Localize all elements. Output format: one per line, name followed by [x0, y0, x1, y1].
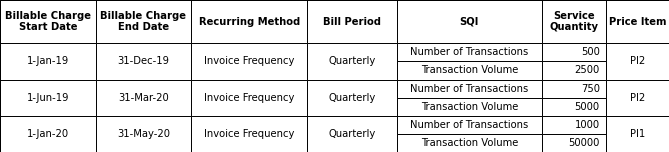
Text: Bill Period: Bill Period [323, 17, 381, 27]
Text: 1-Jun-19: 1-Jun-19 [27, 93, 69, 103]
Text: Invoice Frequency: Invoice Frequency [204, 129, 294, 139]
Bar [0, 116, 96, 152]
Text: SQI: SQI [460, 17, 479, 27]
Bar [96, 116, 191, 152]
Bar [96, 0, 191, 43]
Text: Service
Quantity: Service Quantity [550, 11, 599, 33]
Text: Billable Charge
Start Date: Billable Charge Start Date [5, 11, 91, 33]
Text: 31-May-20: 31-May-20 [117, 129, 170, 139]
Bar [397, 116, 542, 134]
Text: PI1: PI1 [630, 129, 646, 139]
Bar [542, 116, 607, 134]
Bar [0, 0, 96, 43]
Bar [542, 98, 607, 116]
Text: Invoice Frequency: Invoice Frequency [204, 56, 294, 66]
Bar [191, 0, 307, 43]
Bar [307, 116, 397, 152]
Bar [0, 43, 96, 79]
Bar [96, 79, 191, 116]
Text: 1-Jan-20: 1-Jan-20 [27, 129, 69, 139]
Text: PI2: PI2 [630, 56, 646, 66]
Text: Number of Transactions: Number of Transactions [410, 47, 529, 57]
Text: Price Item: Price Item [609, 17, 666, 27]
Bar [397, 61, 542, 79]
Text: 31-Dec-19: 31-Dec-19 [117, 56, 169, 66]
Text: Quarterly: Quarterly [328, 93, 375, 103]
Bar [397, 0, 542, 43]
Bar [96, 43, 191, 79]
Text: 500: 500 [581, 47, 600, 57]
Bar [542, 0, 607, 43]
Bar [542, 134, 607, 152]
Bar [607, 116, 669, 152]
Text: Invoice Frequency: Invoice Frequency [204, 93, 294, 103]
Text: 5000: 5000 [575, 102, 600, 112]
Text: PI2: PI2 [630, 93, 646, 103]
Bar [607, 79, 669, 116]
Text: Transaction Volume: Transaction Volume [421, 102, 518, 112]
Bar [307, 0, 397, 43]
Bar [191, 116, 307, 152]
Text: 1000: 1000 [575, 120, 600, 130]
Text: 750: 750 [581, 84, 600, 94]
Text: Quarterly: Quarterly [328, 56, 375, 66]
Bar [307, 79, 397, 116]
Text: Number of Transactions: Number of Transactions [410, 84, 529, 94]
Text: 50000: 50000 [569, 138, 600, 148]
Bar [542, 79, 607, 98]
Text: Transaction Volume: Transaction Volume [421, 138, 518, 148]
Bar [0, 79, 96, 116]
Bar [307, 43, 397, 79]
Bar [191, 79, 307, 116]
Text: 31-Mar-20: 31-Mar-20 [118, 93, 169, 103]
Bar [542, 61, 607, 79]
Bar [397, 43, 542, 61]
Bar [191, 43, 307, 79]
Bar [397, 98, 542, 116]
Text: Quarterly: Quarterly [328, 129, 375, 139]
Text: 1-Jan-19: 1-Jan-19 [27, 56, 69, 66]
Bar [607, 0, 669, 43]
Text: 2500: 2500 [575, 66, 600, 76]
Bar [542, 43, 607, 61]
Text: Number of Transactions: Number of Transactions [410, 120, 529, 130]
Bar [397, 79, 542, 98]
Text: Transaction Volume: Transaction Volume [421, 66, 518, 76]
Bar [607, 43, 669, 79]
Bar [397, 134, 542, 152]
Text: Billable Charge
End Date: Billable Charge End Date [100, 11, 187, 33]
Text: Recurring Method: Recurring Method [199, 17, 300, 27]
